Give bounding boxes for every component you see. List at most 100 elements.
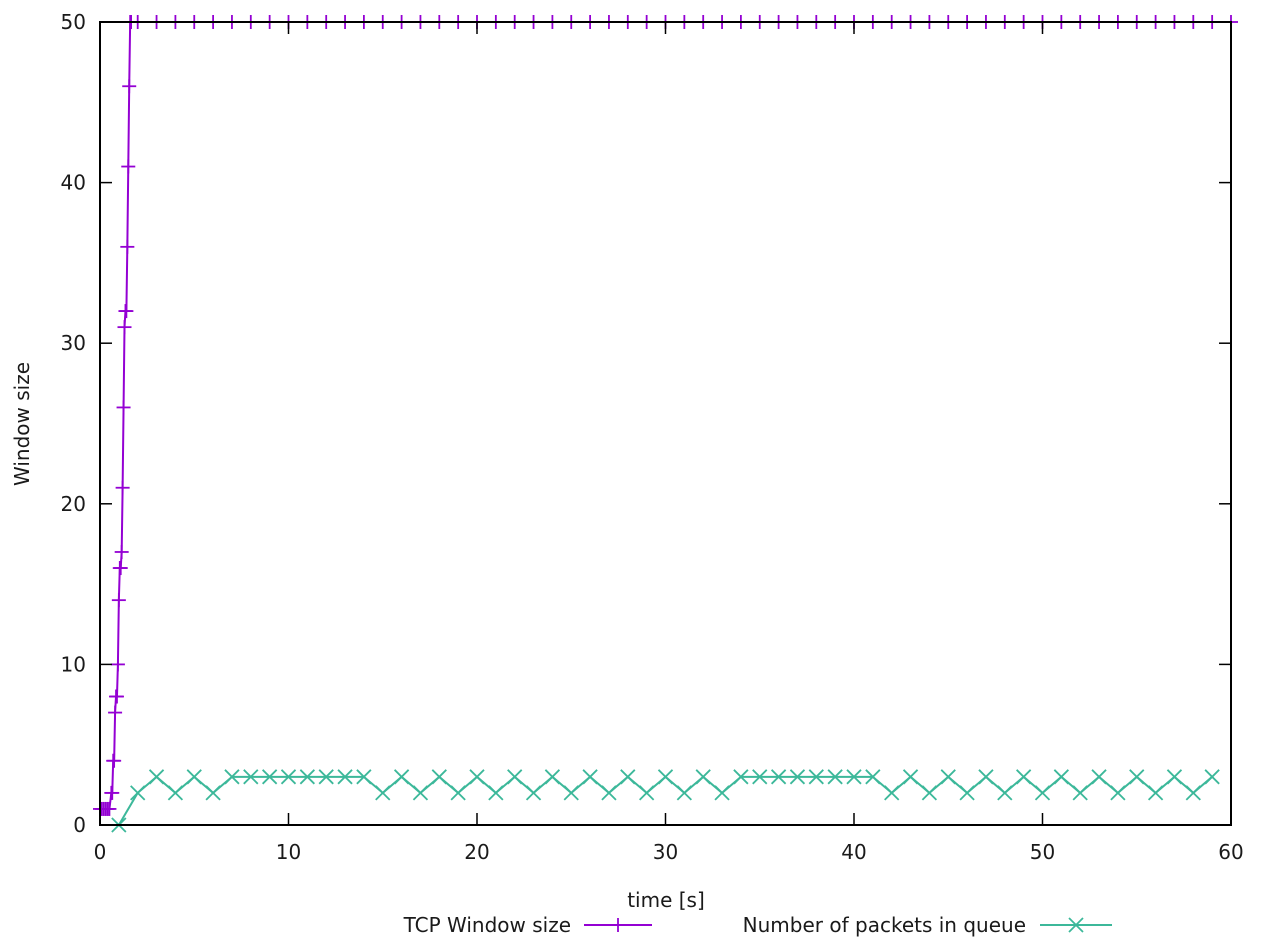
data-point-tcp-window-size <box>111 593 126 608</box>
data-point-packets-in-queue <box>469 769 485 785</box>
y-tick-label: 20 <box>61 492 86 516</box>
legend-item-packets-in-queue: Number of packets in queue <box>743 913 1112 937</box>
data-point-packets-in-queue <box>1034 785 1051 801</box>
data-point-packets-in-queue <box>1016 769 1032 785</box>
x-tick-label: 50 <box>1030 840 1055 864</box>
data-point-packets-in-queue <box>620 769 636 785</box>
x-tick-label: 10 <box>276 840 301 864</box>
y-tick-label: 30 <box>61 331 86 355</box>
legend: TCP Window size Number of packets in que… <box>403 913 1112 937</box>
data-point-packets-in-queue <box>412 785 429 801</box>
x-axis-title: time [s] <box>627 888 705 912</box>
data-point-packets-in-queue <box>1091 769 1107 785</box>
data-point-packets-in-queue <box>714 785 730 801</box>
x-tick-label: 40 <box>841 840 866 864</box>
legend-item-tcp-window-size: TCP Window size <box>403 913 652 937</box>
data-point-tcp-window-size <box>116 400 131 415</box>
data-point-packets-in-queue <box>186 769 202 785</box>
data-point-packets-in-queue <box>299 769 315 785</box>
data-point-packets-in-queue <box>205 785 221 801</box>
data-point-packets-in-queue <box>375 785 391 801</box>
data-point-packets-in-queue <box>1110 785 1126 801</box>
data-point-packets-in-queue <box>1204 769 1220 785</box>
y-tick-label: 50 <box>61 10 86 34</box>
data-point-packets-in-queue <box>148 769 165 785</box>
data-point-tcp-window-size <box>109 689 124 704</box>
legend-label-tcp-window-size: TCP Window size <box>403 913 571 937</box>
legend-marker <box>611 918 625 932</box>
data-point-packets-in-queue <box>280 769 297 785</box>
data-point-packets-in-queue <box>789 769 806 785</box>
data-point-packets-in-queue <box>940 769 956 785</box>
data-point-tcp-window-size <box>121 159 136 174</box>
data-point-tcp-window-size <box>117 320 132 335</box>
data-point-tcp-window-size <box>110 657 125 672</box>
plot-frame <box>99 21 1232 826</box>
data-point-tcp-window-size <box>105 785 120 800</box>
data-point-packets-in-queue <box>1053 769 1069 785</box>
data-point-tcp-window-size <box>114 544 129 559</box>
x-tick-label: 20 <box>464 840 489 864</box>
data-point-packets-in-queue <box>525 785 542 801</box>
data-point-packets-in-queue <box>770 769 787 785</box>
legend-marker <box>1068 917 1084 933</box>
data-point-packets-in-queue <box>846 769 862 785</box>
x-tick-label: 60 <box>1218 840 1243 864</box>
y-tick-label: 0 <box>73 813 86 837</box>
data-point-packets-in-queue <box>676 785 692 801</box>
data-point-packets-in-queue <box>167 785 184 801</box>
data-point-tcp-window-size <box>108 705 123 720</box>
data-point-packets-in-queue <box>959 785 975 801</box>
data-point-packets-in-queue <box>337 769 353 785</box>
y-tick-label: 10 <box>61 652 86 676</box>
data-point-packets-in-queue <box>544 769 561 785</box>
legend-sample-tcp-window-size <box>584 918 652 932</box>
data-point-packets-in-queue <box>695 769 711 785</box>
data-point-packets-in-queue <box>865 769 881 785</box>
x-tick-label: 30 <box>653 840 678 864</box>
data-point-packets-in-queue <box>488 785 504 801</box>
data-point-packets-in-queue <box>356 769 372 785</box>
data-point-tcp-window-size <box>107 753 122 768</box>
data-point-packets-in-queue <box>997 785 1013 801</box>
data-point-packets-in-queue <box>130 785 146 801</box>
data-point-packets-in-queue <box>978 769 994 785</box>
data-point-packets-in-queue <box>1185 785 1201 801</box>
data-point-packets-in-queue <box>318 769 334 785</box>
data-point-packets-in-queue <box>921 785 938 801</box>
data-point-packets-in-queue <box>884 785 900 801</box>
data-point-tcp-window-size <box>113 561 128 576</box>
data-point-packets-in-queue <box>733 769 749 785</box>
data-point-packets-in-queue <box>639 785 655 801</box>
data-point-packets-in-queue <box>450 785 466 801</box>
data-point-packets-in-queue <box>808 769 824 785</box>
data-point-packets-in-queue <box>902 769 919 785</box>
data-point-packets-in-queue <box>262 769 278 785</box>
data-point-packets-in-queue <box>1129 769 1145 785</box>
legend-sample-packets-in-queue <box>1040 917 1112 933</box>
data-point-packets-in-queue <box>1072 785 1088 801</box>
data-point-packets-in-queue <box>563 785 579 801</box>
legend-label-packets-in-queue: Number of packets in queue <box>743 913 1026 937</box>
series-packets-in-queue <box>111 769 1220 833</box>
y-axis-title: Window size <box>10 362 34 486</box>
data-point-packets-in-queue <box>243 769 259 785</box>
data-point-packets-in-queue <box>1166 769 1183 785</box>
ticks-layer: 0 10 20 30 40 50 60 0 10 20 30 40 50 <box>61 10 1244 864</box>
data-point-packets-in-queue <box>1147 785 1164 801</box>
data-point-packets-in-queue <box>393 769 410 785</box>
data-point-packets-in-queue <box>431 769 447 785</box>
data-point-tcp-window-size <box>120 239 135 254</box>
data-point-packets-in-queue <box>752 769 768 785</box>
data-point-tcp-window-size <box>119 304 134 319</box>
data-point-packets-in-queue <box>601 785 617 801</box>
data-point-tcp-window-size <box>115 480 130 495</box>
data-point-packets-in-queue <box>657 769 674 785</box>
data-point-packets-in-queue <box>507 769 523 785</box>
x-tick-label: 0 <box>94 840 107 864</box>
data-point-tcp-window-size <box>122 79 137 94</box>
data-point-packets-in-queue <box>224 769 240 785</box>
y-tick-label: 40 <box>61 171 86 195</box>
